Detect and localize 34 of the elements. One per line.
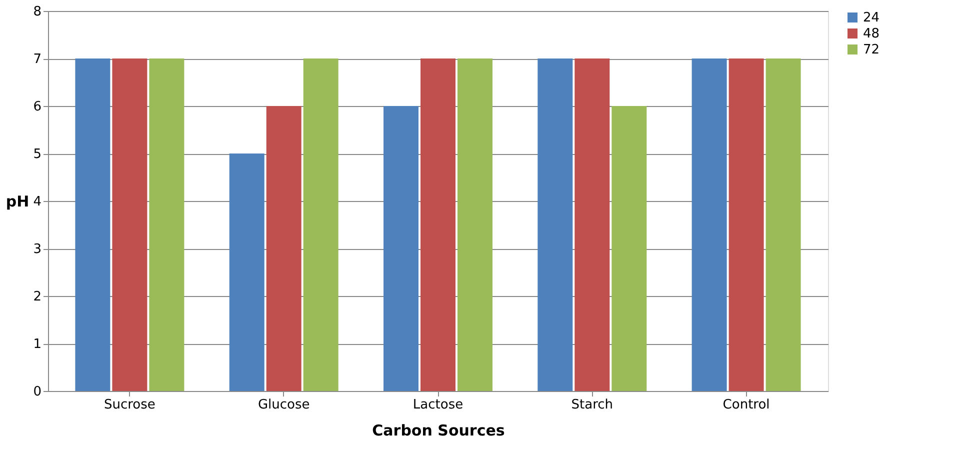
legend-label: 24 [863,10,880,26]
x-tick-label: Starch [571,398,614,412]
bar [266,106,302,391]
x-tick-label: Control [722,398,770,412]
legend-label: 72 [863,42,880,58]
bar [457,58,492,391]
y-tick-label: 1 [33,337,42,352]
bar [75,58,110,391]
bar [112,58,148,391]
y-tick-label: 2 [33,290,42,304]
bar [538,58,573,391]
bar [692,58,727,391]
y-tick-label: 8 [33,4,42,20]
bar [149,58,184,391]
y-tick-label: 6 [33,100,42,114]
bar [303,58,338,391]
legend-label: 48 [863,26,880,42]
y-tick-label: 3 [33,242,42,257]
x-axis-title: Carbon Sources [372,422,505,440]
y-tick-label: 7 [33,52,42,67]
x-tick-label: Glucose [258,398,310,412]
y-tick-label: 5 [33,147,42,162]
bar [574,58,610,391]
bar [728,58,764,391]
bar [229,154,264,391]
x-tick-label: Sucrose [104,398,156,412]
bar [766,58,801,391]
x-tick-label: Lactose [412,398,464,412]
y-axis-title: pH [6,192,30,210]
bar [420,58,456,391]
bar [384,106,419,391]
y-tick-label: 4 [33,194,42,210]
bar [612,106,647,391]
y-tick-label: 0 [33,384,42,400]
